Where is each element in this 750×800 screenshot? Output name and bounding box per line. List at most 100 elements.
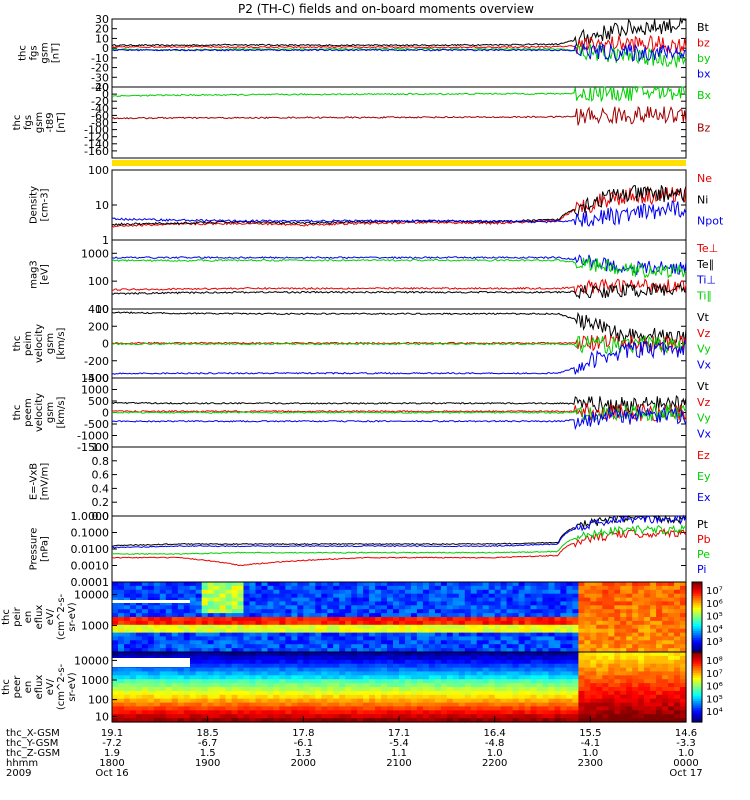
- colorbar-cell-9-14: [692, 684, 702, 688]
- panel-frame-7: [111, 515, 687, 583]
- colorbar-cell-8-21: [692, 631, 702, 634]
- y-axis-label-0-3: [nT]: [51, 43, 62, 63]
- colorbar-cell-8-13: [692, 612, 702, 616]
- y-tick-label-1-7: -120: [84, 131, 109, 144]
- y-tick-label-7-3: 0.0010: [71, 560, 110, 573]
- y-tick-label-0-1: 20: [95, 23, 109, 36]
- colorbar-cell-8-4: [692, 591, 702, 595]
- y-tick-label-0-3: 0: [102, 42, 109, 55]
- legend-1-1: Bz: [697, 122, 711, 135]
- ephem-row-label-0: thc_X-GSM: [6, 728, 60, 739]
- y-tick-label-1-6: -100: [84, 124, 109, 137]
- series-line-0-1: [111, 34, 687, 54]
- y-axis-label-5-2: velocity: [34, 393, 45, 432]
- colorbar-label-8-0: 10⁷: [706, 586, 723, 597]
- series-line-1-1: [111, 105, 687, 126]
- ephem-y-gsm-2: -6.1: [294, 738, 314, 749]
- legend-0-2: by: [697, 52, 711, 65]
- colorbar-cell-9-25: [692, 710, 702, 714]
- ephem-z-gsm-6: 1.0: [678, 748, 694, 759]
- ephem-x-gsm-4: 16.4: [484, 728, 506, 739]
- ephem-hhmm-0: 1800: [99, 758, 124, 769]
- ephem-hhmm-1: 1900: [195, 758, 220, 769]
- y-tick-label-8-0: 10000: [74, 589, 109, 602]
- y-tick-label-1-9: -160: [84, 145, 109, 158]
- y-axis-label-4-0: thc: [12, 336, 23, 352]
- legend-4-1: Vz: [697, 327, 711, 340]
- colorbar-cell-9-8: [692, 670, 702, 674]
- colorbar-cell-8-1: [692, 584, 702, 588]
- y-tick-label-3-0: 1000: [81, 247, 109, 260]
- y-axis-label-9-2: en: [23, 681, 34, 694]
- colorbar-cell-9-20: [692, 698, 702, 702]
- y-tick-label-9-1: 1000: [81, 674, 109, 687]
- series-line-3-2: [111, 254, 687, 276]
- ephem-hhmm-4: 2200: [482, 758, 507, 769]
- colorbar-label-9-4: 10⁴: [706, 707, 723, 718]
- colorbar-cell-9-15: [692, 687, 702, 690]
- colorbar-cell-8-29: [692, 649, 702, 653]
- y-axis-label-5-4: [km/s]: [56, 396, 67, 428]
- colorbar-cell-9-6: [692, 666, 702, 669]
- series-line-3-3: [111, 256, 687, 279]
- series-line-4-3: [111, 340, 687, 375]
- ephem-x-gsm-3: 17.1: [388, 728, 410, 739]
- y-tick-label-5-3: 0: [102, 407, 109, 420]
- colorbar-cell-8-9: [692, 603, 702, 606]
- series-line-3-1: [111, 282, 687, 300]
- legend-5-1: Vz: [697, 396, 711, 409]
- y-axis-label-5-1: peem: [23, 398, 34, 426]
- y-tick-label-1-5: -80: [91, 117, 109, 130]
- ephem-z-gsm-4: 1.0: [487, 748, 503, 759]
- panel-frame-6: [111, 446, 687, 517]
- y-tick-label-5-0: 1500: [81, 372, 109, 385]
- colorbar-cell-9-11: [692, 677, 702, 681]
- y-axis-label-1-2: gsm: [34, 112, 45, 133]
- ephem-z-gsm-3: 1.1: [391, 748, 407, 759]
- colorbar-cell-8-3: [692, 589, 702, 592]
- colorbar-cell-8-24: [692, 638, 702, 641]
- y-axis-label-9-0: thc: [1, 679, 12, 695]
- colorbar-label-9-1: 10⁷: [706, 669, 723, 680]
- y-tick-label-5-4: -500: [84, 418, 109, 431]
- legend-6-1: Ey: [697, 470, 711, 483]
- legend-4-2: Vy: [697, 343, 711, 356]
- y-axis-label-4-3: gsm: [45, 333, 56, 354]
- series-line-7-3: [112, 514, 687, 549]
- colorbar-cell-8-6: [692, 596, 702, 599]
- colorbar-cell-8-23: [692, 635, 702, 639]
- colorbar-cell-9-17: [692, 691, 702, 695]
- legend-0-3: bx: [697, 68, 711, 81]
- colorbar-cell-8-14: [692, 614, 702, 618]
- colorbar-cell-9-18: [692, 694, 702, 697]
- ephem-y-gsm-6: -3.3: [676, 738, 696, 749]
- colorbar-cell-9-12: [692, 680, 702, 683]
- y-tick-label-7-4: 0.0001: [71, 576, 110, 589]
- series-line-4-1: [111, 334, 687, 354]
- y-tick-label-5-1: 1000: [81, 384, 109, 397]
- series-line-0-3: [111, 43, 687, 63]
- legend-7-2: Pe: [697, 548, 710, 561]
- ephem-z-gsm-5: 1.0: [582, 748, 598, 759]
- colorbar-cell-9-19: [692, 696, 702, 700]
- legend-3-1: Te∥: [696, 258, 714, 271]
- colorbar-label-9-2: 10⁶: [706, 682, 723, 693]
- y-axis-label-8-0: thc: [1, 609, 12, 625]
- y-tick-label-0-2: 10: [95, 32, 109, 45]
- colorbar-cell-8-19: [692, 626, 702, 630]
- colorbar-cell-9-26: [692, 712, 702, 716]
- colorbar-cell-8-27: [692, 645, 702, 648]
- y-axis-label-5-3: gsm: [45, 402, 56, 423]
- colorbar-label-8-2: 10⁵: [706, 612, 723, 623]
- y-axis-label-5-0: thc: [12, 405, 23, 421]
- y-axis-label-8-6: sr-eV): [67, 602, 78, 631]
- y-tick-label-6-0: 1.0: [92, 441, 110, 454]
- y-axis-label-2-1: [cm-3]: [40, 188, 51, 221]
- colorbar-cell-8-2: [692, 586, 702, 590]
- y-tick-label-7-2: 0.0100: [71, 543, 110, 556]
- y-axis-label-1-4: [nT]: [56, 112, 67, 132]
- y-tick-label-4-0: 400: [88, 303, 109, 316]
- legend-3-0: Te⊥: [696, 242, 718, 255]
- y-tick-label-0-7: -40: [91, 81, 109, 94]
- colorbar-cell-9-27: [692, 715, 702, 718]
